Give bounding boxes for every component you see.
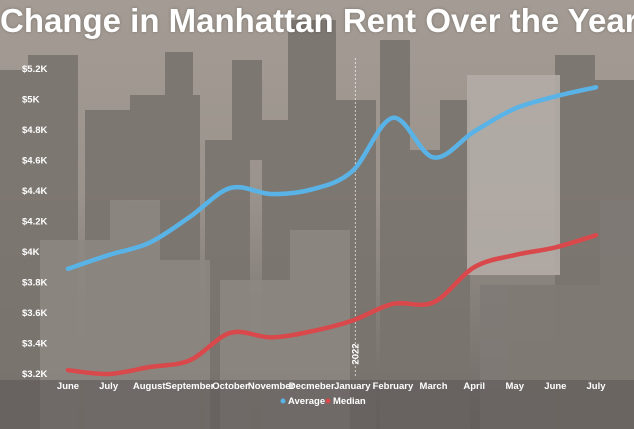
chart-title: Change in Manhattan Rent Over the Year <box>0 2 634 39</box>
y-tick-label: $3.8K <box>22 278 47 289</box>
x-tick-label: July <box>99 381 119 392</box>
y-tick-label: $3.2K <box>22 369 47 380</box>
y-tick-label: $4.6K <box>22 156 47 167</box>
x-tick-label: June <box>544 381 566 392</box>
y-tick-label: $5.2K <box>22 64 47 75</box>
series-line-median <box>65 232 599 377</box>
x-tick-label: February <box>373 381 414 392</box>
y-tick-label: $3.6K <box>22 308 47 319</box>
x-tick-label: Decmeber <box>289 381 335 392</box>
x-tick-label: May <box>506 381 525 392</box>
x-tick-label: July <box>586 381 606 392</box>
y-tick-label: $5K <box>22 95 40 106</box>
legend-label-average: Average <box>288 396 325 407</box>
annotation-label: 2022 <box>350 343 361 364</box>
y-axis: $3.2K $3.4K $3.6K $3.8K $4K $4.2K $4.4K $4.6K $4… <box>22 64 47 380</box>
y-tick-label: $4.8K <box>22 125 47 136</box>
series-layer <box>65 85 599 377</box>
legend: Average Median <box>280 396 366 407</box>
legend-label-median: Median <box>333 396 366 407</box>
x-tick-label: April <box>463 381 485 392</box>
x-tick-label: March <box>420 381 448 392</box>
legend-marker-median <box>325 398 331 404</box>
y-tick-label: $3.4K <box>22 339 47 350</box>
x-tick-label: November <box>248 381 295 392</box>
y-tick-label: $4.4K <box>22 186 47 197</box>
y-tick-label: $4.2K <box>22 217 47 228</box>
series-line-average <box>65 85 599 272</box>
x-tick-label: August <box>133 381 167 392</box>
x-tick-label: September <box>165 381 214 392</box>
x-tick-label: January <box>334 381 371 392</box>
x-tick-label: June <box>57 381 79 392</box>
x-tick-label: October <box>212 381 249 392</box>
legend-marker-average <box>280 398 286 404</box>
y-tick-label: $4K <box>22 247 40 258</box>
